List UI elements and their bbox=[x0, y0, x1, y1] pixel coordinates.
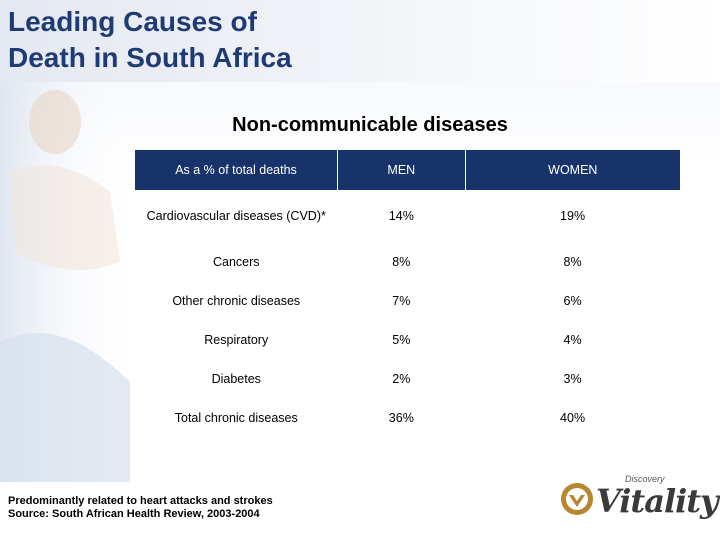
row-label: Other chronic diseases bbox=[172, 293, 301, 308]
table-row: Cancers 8% 8% bbox=[135, 242, 680, 281]
row-women-value: 4% bbox=[563, 332, 582, 347]
row-men-value: 14% bbox=[388, 209, 414, 223]
title-line-1: Leading Causes of bbox=[8, 6, 257, 37]
footnote-cvd: Predominantly related to heart attacks a… bbox=[8, 495, 273, 507]
logo-discovery-text: Discovery bbox=[625, 474, 665, 484]
row-women-value: 3% bbox=[563, 371, 582, 386]
row-women-value: 19% bbox=[560, 209, 586, 223]
footnote-source: Source: South African Health Review, 200… bbox=[8, 508, 260, 520]
table-row: Other chronic diseases 7% 6% bbox=[135, 281, 680, 320]
table-subtitle: Non-communicable diseases bbox=[232, 114, 508, 136]
row-men-value: 5% bbox=[392, 332, 411, 347]
header-women: WOMEN bbox=[465, 150, 680, 190]
header-category: As a % of total deaths bbox=[135, 150, 338, 190]
title-band bbox=[0, 0, 720, 82]
row-women-value: 8% bbox=[563, 254, 582, 269]
slide-title: Leading Causes of Death in South Africa bbox=[8, 4, 292, 76]
logo-vitality-text: Vitality bbox=[596, 482, 719, 520]
table-row: Total chronic diseases 36% 40% bbox=[135, 398, 680, 444]
header-men: MEN bbox=[337, 150, 466, 190]
row-men-value: 2% bbox=[392, 371, 411, 386]
title-line-2: Death in South Africa bbox=[8, 42, 292, 73]
table-row: Respiratory 5% 4% bbox=[135, 320, 680, 359]
woman-photo-decor bbox=[0, 82, 140, 482]
table-row: Diabetes 2% 3% bbox=[135, 359, 680, 398]
table-header-row: As a % of total deaths MEN WOMEN bbox=[135, 150, 680, 190]
discovery-emblem-icon bbox=[561, 483, 593, 515]
causes-table: As a % of total deaths MEN WOMEN Cardiov… bbox=[135, 150, 680, 444]
row-label: Total chronic diseases bbox=[174, 410, 298, 425]
footnotes: Predominantly related to heart attacks a… bbox=[8, 495, 273, 521]
row-men-value: 7% bbox=[392, 293, 411, 308]
row-men-value: 8% bbox=[392, 254, 411, 269]
table-row: Cardiovascular diseases (CVD)* 14% 19% bbox=[135, 190, 680, 242]
row-label: Cardiovascular diseases (CVD)* bbox=[146, 209, 326, 223]
row-women-value: 40% bbox=[560, 410, 586, 425]
row-men-value: 36% bbox=[388, 410, 414, 425]
row-label: Diabetes bbox=[211, 371, 261, 386]
row-label: Respiratory bbox=[204, 332, 269, 347]
row-label: Cancers bbox=[212, 254, 260, 269]
row-women-value: 6% bbox=[563, 293, 582, 308]
vitality-logo: Discovery Vitality bbox=[560, 472, 719, 538]
